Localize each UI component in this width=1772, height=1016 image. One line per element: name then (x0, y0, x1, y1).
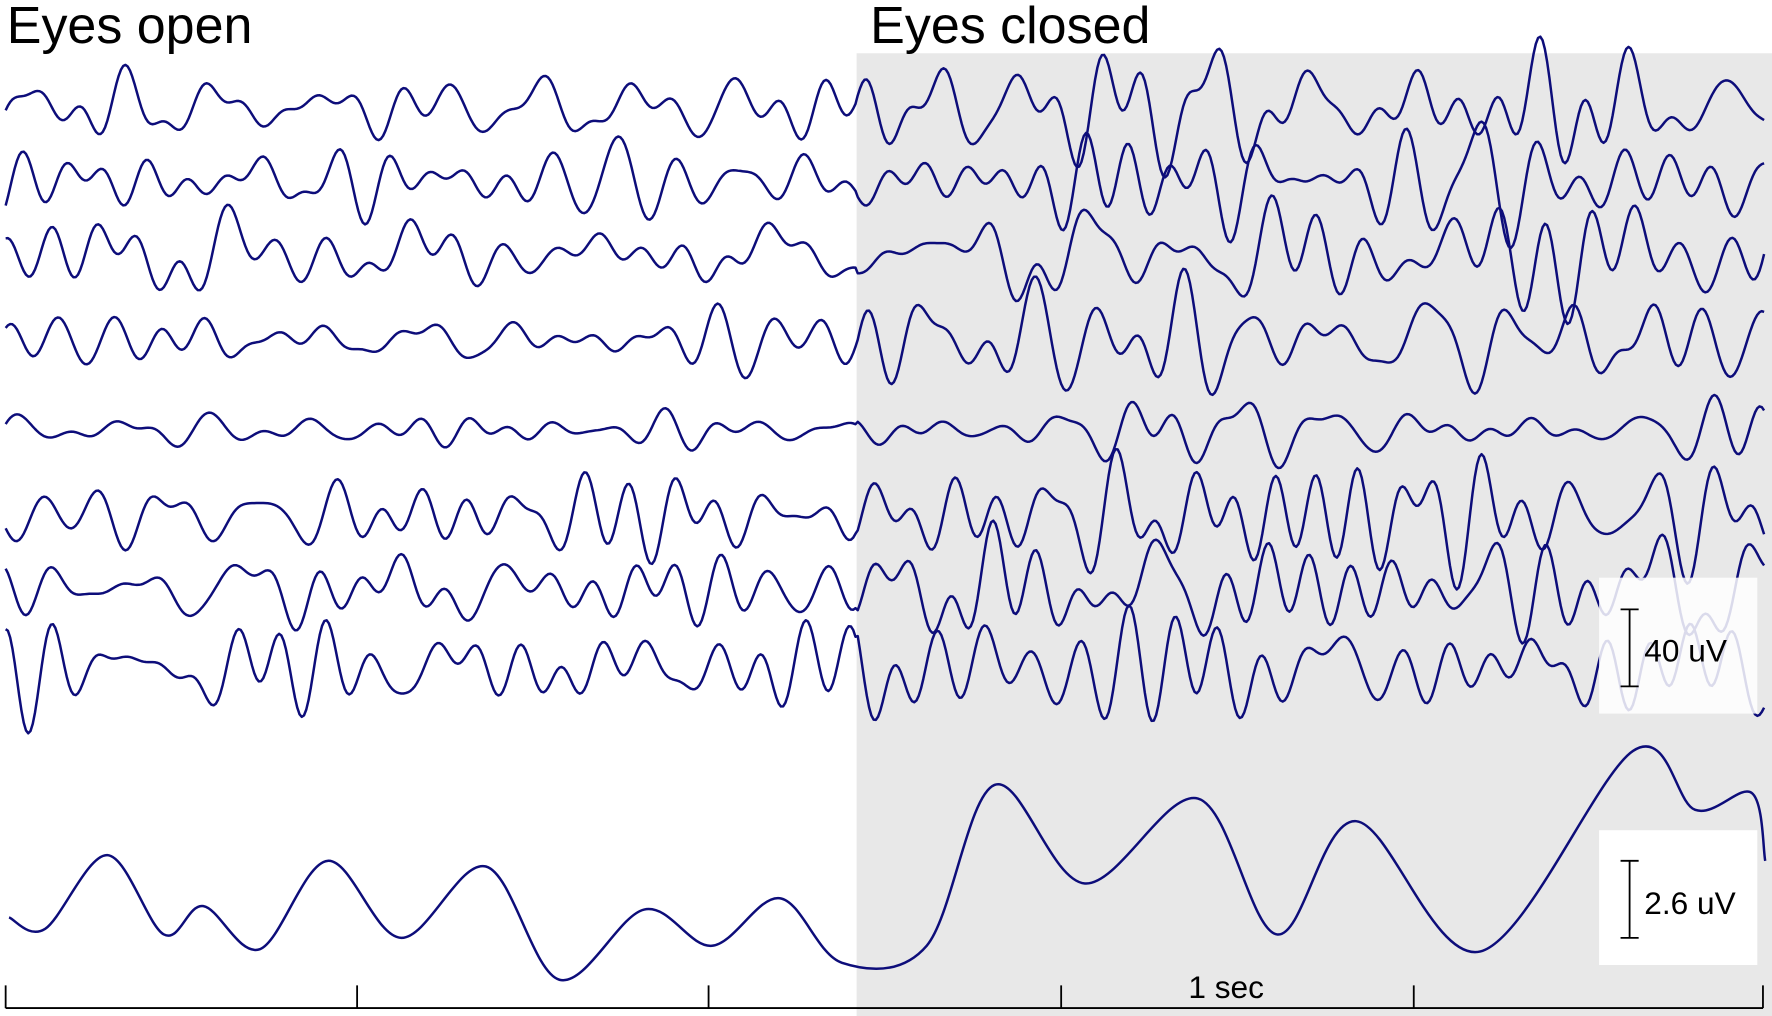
time-label: 1 sec (1188, 969, 1264, 1005)
slow-trace (8, 745, 1767, 982)
scale-box (1599, 830, 1758, 966)
eyes-open-title: Eyes open (7, 0, 253, 55)
eeg-channel (4, 604, 1766, 735)
eyes-closed-title: Eyes closed (870, 0, 1150, 55)
eeg-channel (4, 267, 1765, 397)
slow-wave (8, 745, 1767, 982)
eeg-channel (5, 194, 1766, 326)
eeg-channel (4, 447, 1766, 591)
scale-bar (1620, 859, 1639, 939)
time-axis (4, 985, 1764, 1009)
scale-box (1599, 577, 1758, 714)
eeg-channel (4, 519, 1766, 645)
scale-label: 40 uV (1644, 632, 1727, 668)
eeg-channel (4, 120, 1765, 250)
scale-bar (1620, 608, 1639, 688)
eeg-channel (4, 35, 1765, 179)
eeg-channel (4, 393, 1766, 470)
scale-label: 2.6 uV (1644, 885, 1735, 921)
eeg-traces (4, 35, 1766, 735)
